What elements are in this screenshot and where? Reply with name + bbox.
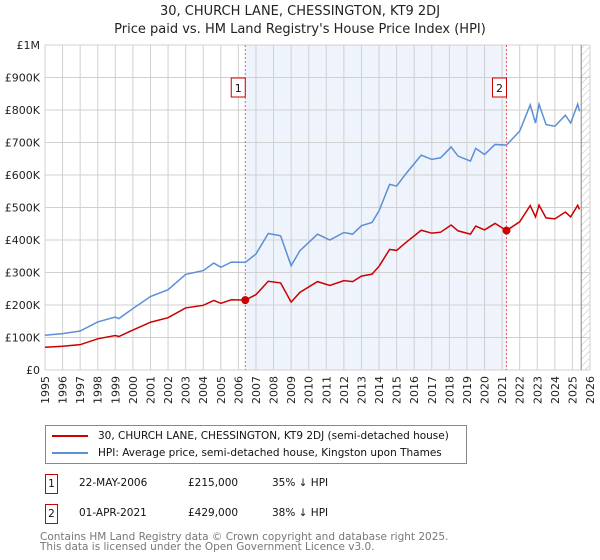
y-tick-label: £400K	[5, 234, 41, 247]
x-tick-label: 2022	[514, 376, 527, 404]
x-tick-label: 2021	[496, 376, 509, 404]
x-tick-label: 2012	[338, 376, 351, 404]
legend: 30, CHURCH LANE, CHESSINGTON, KT9 2DJ (s…	[45, 425, 467, 464]
y-tick-label: £800K	[5, 104, 41, 117]
y-tick-label: £0	[26, 364, 40, 377]
x-tick-label: 2024	[549, 376, 562, 404]
transaction-price: £215,000	[188, 477, 239, 489]
annotation-label: 1	[235, 82, 242, 95]
x-tick-label: 2005	[215, 376, 228, 404]
legend-label: 30, CHURCH LANE, CHESSINGTON, KT9 2DJ (s…	[98, 430, 449, 442]
x-tick-label: 2011	[320, 376, 333, 404]
x-tick-label: 2010	[303, 376, 316, 404]
legend-item-property: 30, CHURCH LANE, CHESSINGTON, KT9 2DJ (s…	[52, 428, 449, 444]
y-tick-label: £500K	[5, 202, 41, 215]
price-chart: 1995 1996 1997 1998 1999 2000 2001 2002 2003 2004…	[5, 39, 597, 404]
chart-subtitle: Price paid vs. HM Land Registry's House …	[114, 22, 486, 37]
x-tick-label: 2018	[443, 376, 456, 404]
x-tick-label: 2007	[250, 376, 263, 404]
legend-item-hpi: HPI: Average price, semi-detached house,…	[52, 445, 442, 461]
x-tick-label: 2003	[180, 376, 193, 404]
annotation-box	[230, 77, 246, 98]
x-tick-label: 2006	[232, 376, 245, 404]
y-tick-label: £600K	[5, 169, 41, 182]
x-tick-label: 2016	[408, 376, 421, 404]
legend-swatch-blue	[52, 452, 88, 454]
x-tick-label: 2009	[285, 376, 298, 404]
x-tick-label: 2008	[268, 376, 281, 404]
annotation-box	[491, 77, 507, 98]
transaction-price: £429,000	[188, 507, 239, 519]
footer-copyright: Contains HM Land Registry data © Crown c…	[40, 531, 449, 543]
x-tick-label: 2020	[479, 376, 492, 404]
chart-title: 30, CHURCH LANE, CHESSINGTON, KT9 2DJ	[159, 4, 441, 19]
x-tick-label: 1998	[92, 376, 105, 404]
y-tick-label: £900K	[5, 72, 41, 85]
legend-label: HPI: Average price, semi-detached house,…	[98, 447, 442, 459]
x-tick-label: 2025	[566, 376, 579, 404]
y-tick-label: £700K	[5, 137, 41, 150]
x-tick-label: 1995	[39, 376, 52, 404]
x-tick-label: 2000	[127, 376, 140, 404]
x-tick-label: 2004	[197, 376, 210, 404]
x-tick-label: 2015	[391, 376, 404, 404]
transaction-date: 01-APR-2021	[79, 507, 147, 519]
x-tick-label: 2014	[373, 376, 386, 404]
x-tick-label: 2026	[584, 376, 597, 404]
x-tick-label: 2013	[355, 376, 368, 404]
sale-marker	[502, 226, 511, 235]
y-tick-label: £100K	[5, 332, 41, 345]
annotation-label: 2	[496, 82, 503, 95]
series-line	[44, 101, 581, 336]
x-tick-label: 2017	[426, 376, 439, 404]
x-tick-label: 2002	[162, 376, 175, 404]
legend-swatch-red	[52, 435, 88, 437]
x-tick-label: 2001	[144, 376, 157, 404]
x-tick-label: 2023	[531, 376, 544, 404]
series-line	[44, 203, 581, 348]
y-tick-label: £1M	[17, 39, 41, 52]
x-tick-label: 2019	[461, 376, 474, 404]
y-tick-label: £200K	[5, 299, 41, 312]
x-tick-label: 1997	[74, 376, 87, 404]
footer-licence: This data is licensed under the Open Gov…	[40, 541, 375, 553]
sale-marker	[241, 296, 250, 305]
marker-badge: 1	[45, 474, 58, 494]
transaction-hpi: 35% ↓ HPI	[272, 477, 329, 489]
transaction-hpi: 38% ↓ HPI	[272, 507, 329, 519]
y-tick-label: £300K	[5, 267, 41, 280]
transaction-date: 22-MAY-2006	[79, 477, 148, 489]
x-tick-label: 1999	[109, 376, 122, 404]
x-tick-label: 1996	[57, 376, 70, 404]
marker-badge: 2	[45, 504, 58, 524]
